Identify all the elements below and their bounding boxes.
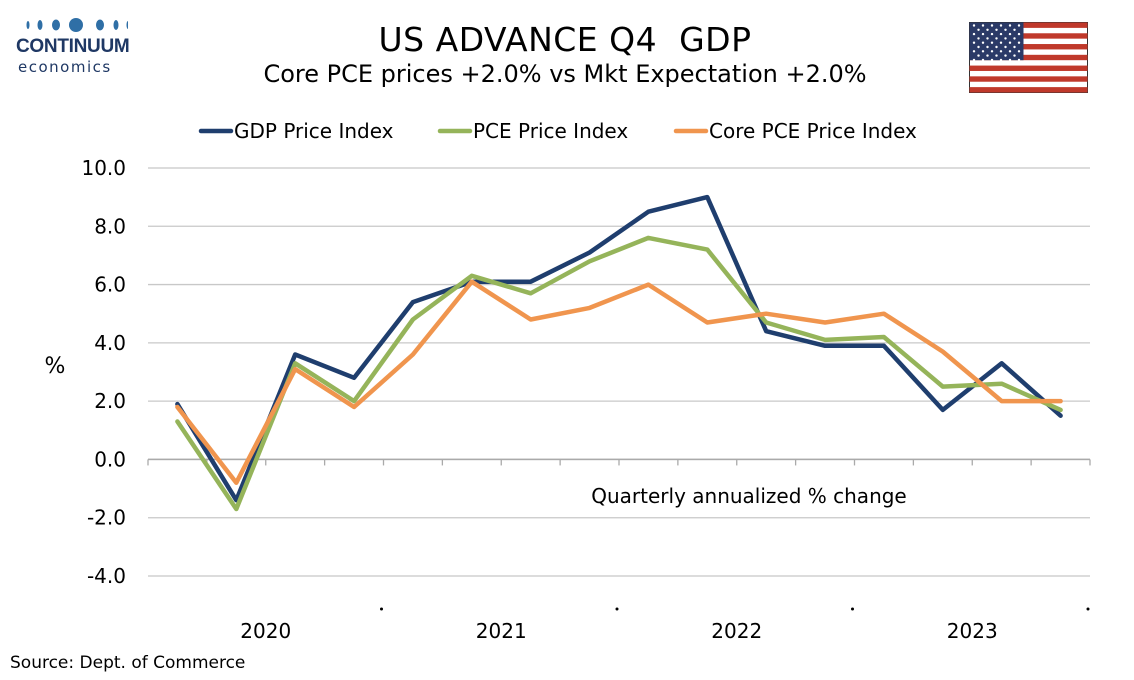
series-lines bbox=[175, 194, 1063, 512]
y-tick-label: 4.0 bbox=[94, 331, 126, 355]
year-separator-mark bbox=[1086, 607, 1090, 611]
series-line-core-pce-price-index bbox=[175, 279, 1063, 485]
year-separator-mark bbox=[851, 607, 854, 611]
x-year-label: 2023 bbox=[947, 619, 998, 643]
us-flag-icon bbox=[969, 22, 1088, 93]
series-line-gdp-price-index bbox=[175, 194, 1063, 503]
legend-label: PCE Price Index bbox=[473, 119, 628, 143]
axes: 10.0 8.0 6.0 4.0 2.0 0.0 -2.0 -4.0 2020 2021 2022 2… bbox=[81, 156, 1091, 643]
y-axis-label: % bbox=[45, 354, 66, 379]
y-tick-label: 2.0 bbox=[94, 389, 126, 413]
x-year-label: 2022 bbox=[711, 619, 762, 643]
y-tick-label: 6.0 bbox=[94, 273, 126, 297]
chart-title: US ADVANCE Q4 GDP bbox=[378, 20, 752, 59]
y-tick-label: 8.0 bbox=[94, 214, 126, 238]
chart-annotation: Quarterly annualized % change bbox=[591, 484, 907, 508]
logo-brand-line2: economics bbox=[18, 58, 112, 76]
continuum-logo: CONTINUUM economics bbox=[10, 14, 135, 76]
y-tick-label: 10.0 bbox=[81, 156, 126, 180]
y-tick-label: -4.0 bbox=[87, 564, 126, 588]
x-year-label: 2021 bbox=[476, 619, 527, 643]
legend-label: GDP Price Index bbox=[234, 119, 394, 143]
x-year-label: 2020 bbox=[240, 619, 291, 643]
year-separator-mark bbox=[615, 607, 619, 611]
year-separator-mark bbox=[380, 607, 383, 611]
logo-brand-line1: CONTINUUM bbox=[16, 36, 130, 57]
chart-subtitle: Core PCE prices +2.0% vs Mkt Expectation… bbox=[263, 60, 867, 88]
y-tick-label: 0.0 bbox=[94, 447, 126, 471]
y-tick-label: -2.0 bbox=[87, 506, 126, 530]
logo-dots-icon bbox=[26, 18, 128, 32]
series-line-pce-price-index bbox=[175, 235, 1063, 512]
legend-label: Core PCE Price Index bbox=[709, 119, 917, 143]
source-note: Source: Dept. of Commerce bbox=[10, 653, 246, 673]
legend: GDP Price Index PCE Price Index Core PCE P… bbox=[198, 119, 917, 143]
